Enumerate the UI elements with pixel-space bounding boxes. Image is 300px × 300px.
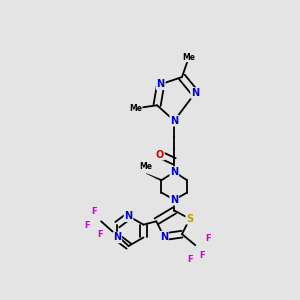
Text: F: F [97, 230, 103, 238]
Text: N: N [160, 232, 168, 242]
Text: Me: Me [140, 162, 153, 171]
Text: F: F [92, 206, 97, 215]
Text: Me: Me [182, 52, 195, 62]
Text: N: N [170, 167, 178, 177]
Text: F: F [205, 234, 211, 243]
Text: F: F [200, 251, 205, 260]
Text: S: S [186, 214, 193, 224]
Text: F: F [84, 221, 90, 230]
Text: N: N [124, 211, 133, 221]
Text: N: N [191, 88, 199, 98]
Text: Me: Me [129, 104, 142, 113]
Text: N: N [170, 116, 178, 126]
Text: O: O [156, 150, 164, 160]
Text: N: N [157, 79, 165, 89]
Text: N: N [170, 195, 178, 205]
Text: F: F [187, 255, 193, 264]
Polygon shape [146, 173, 162, 181]
Text: N: N [113, 232, 122, 242]
